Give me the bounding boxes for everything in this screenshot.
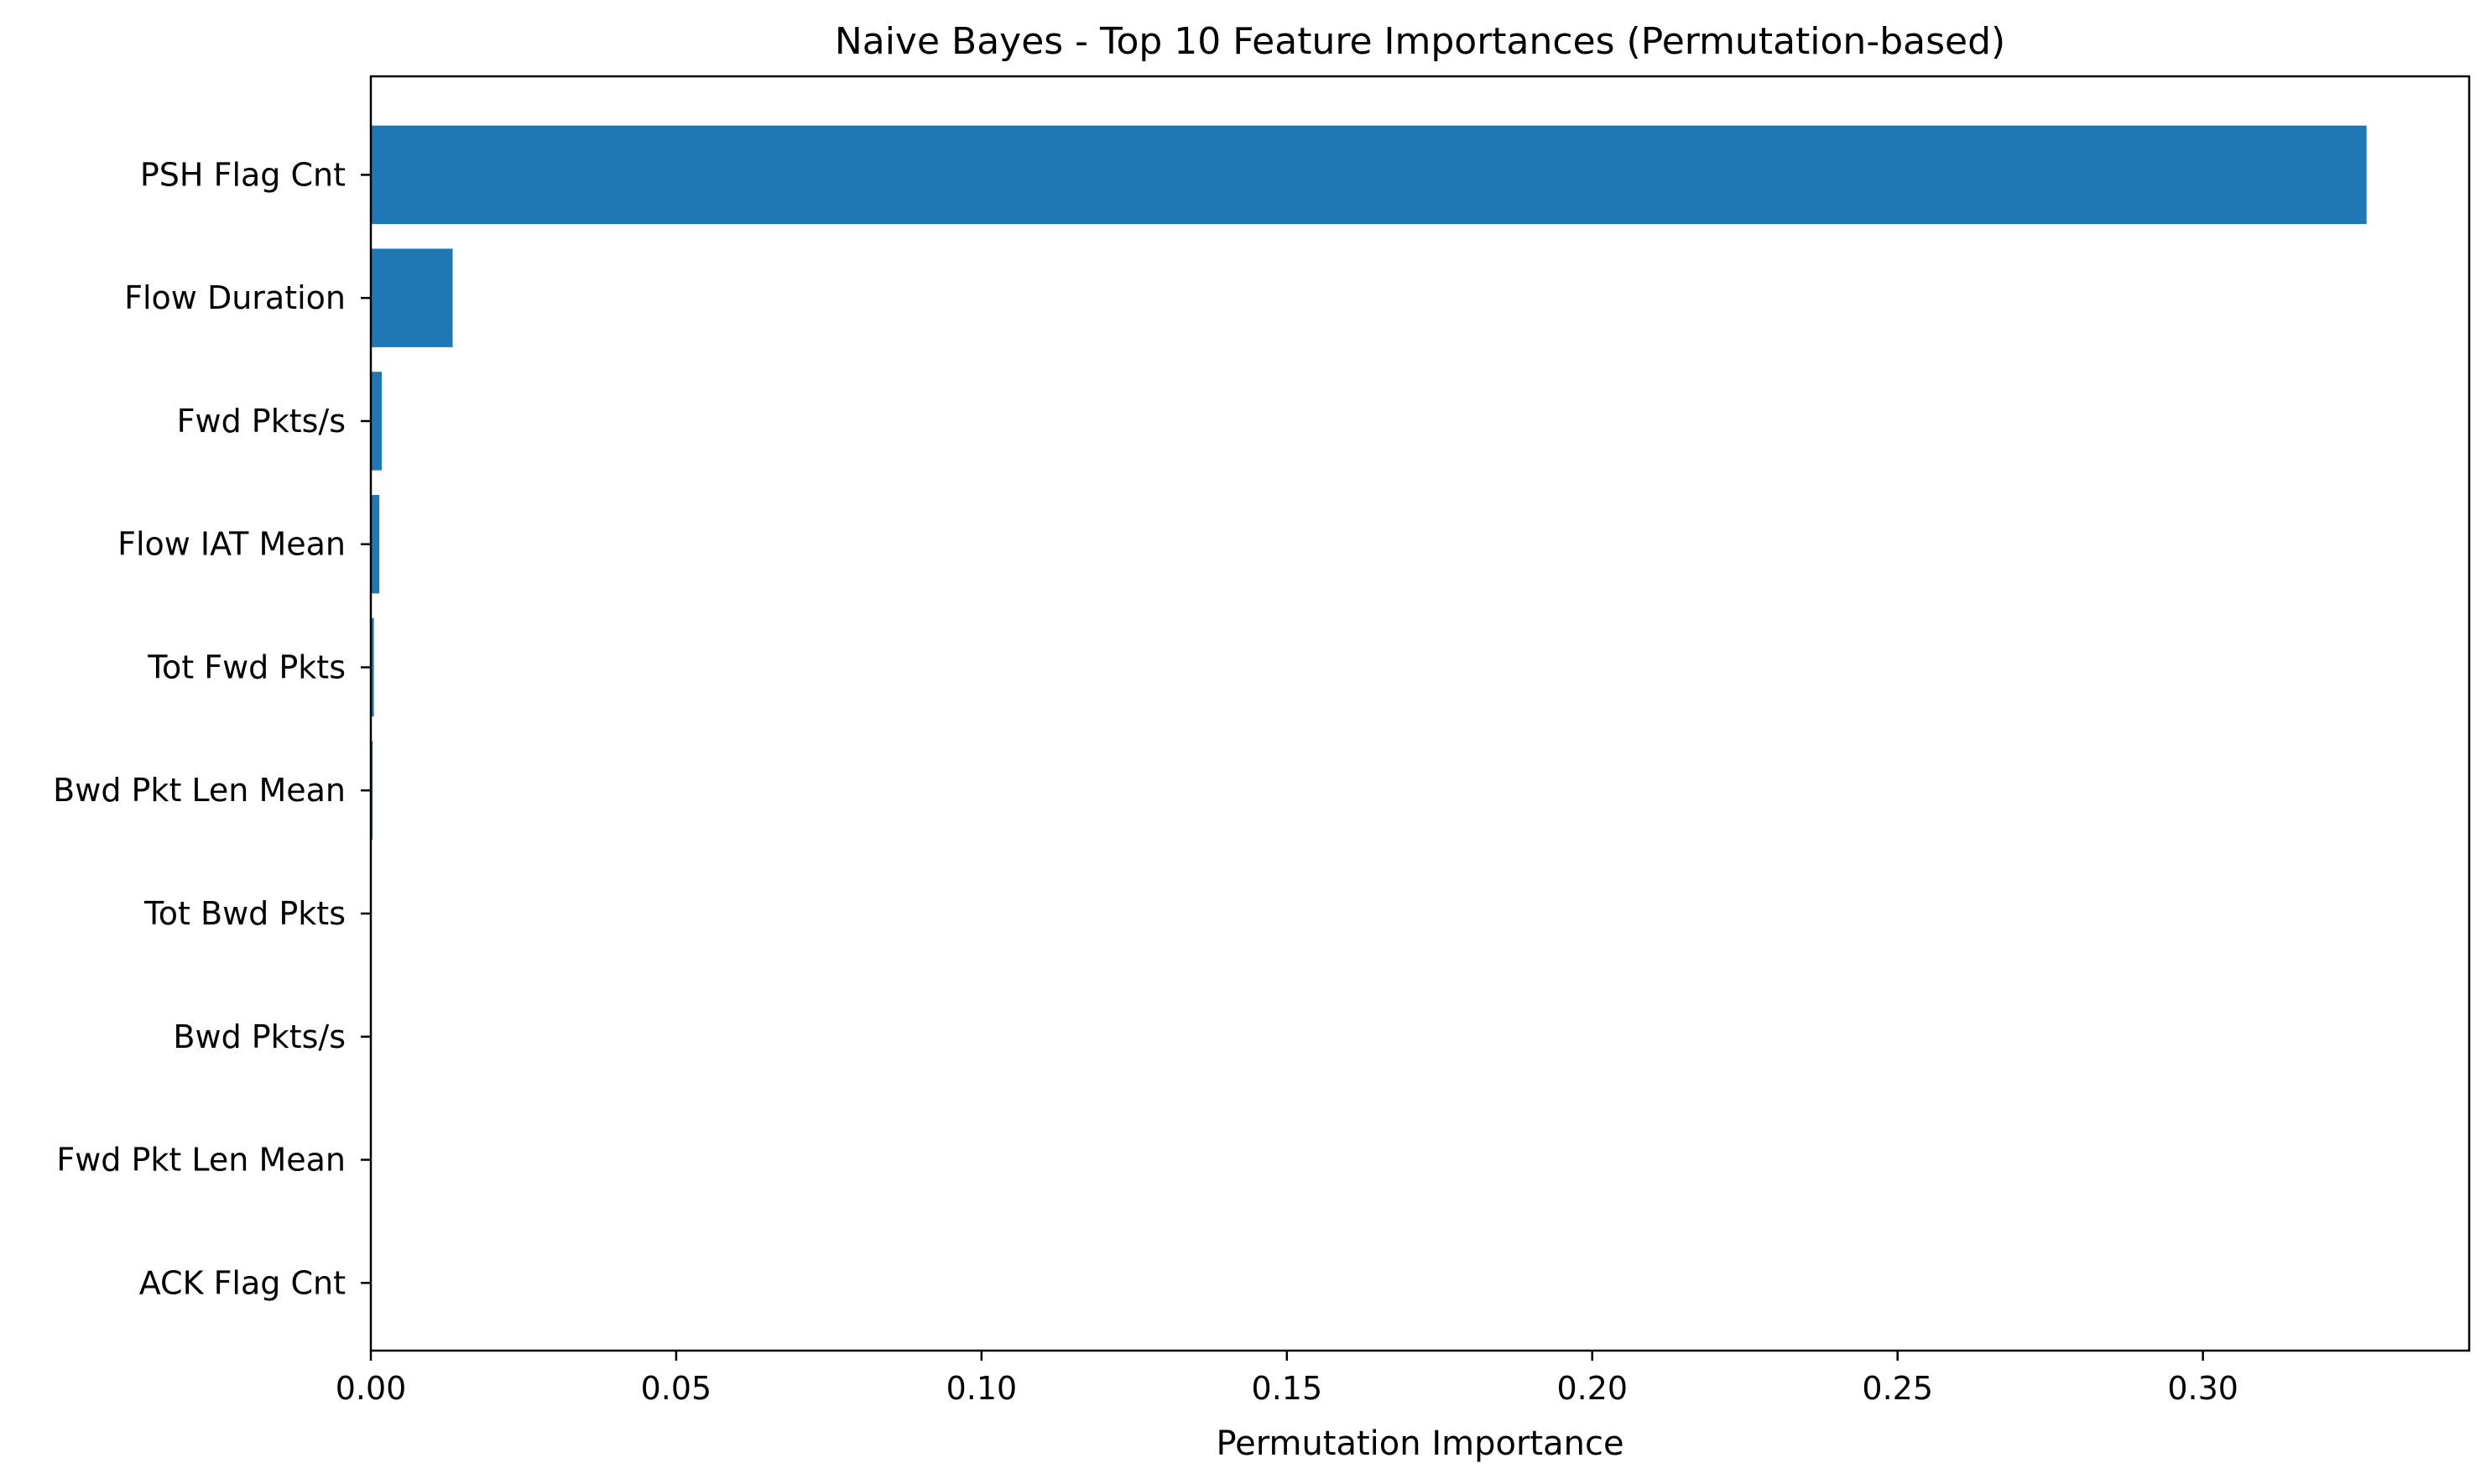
y-tick-label: Flow IAT Mean — [117, 526, 346, 563]
y-tick-label: Tot Bwd Pkts — [143, 895, 346, 932]
y-tick-label: Fwd Pkt Len Mean — [56, 1142, 346, 1179]
x-tick-label: 0.05 — [641, 1370, 712, 1407]
y-tick-label: PSH Flag Cnt — [140, 156, 346, 193]
x-axis: 0.00 0.05 0.10 0.15 0.20 0.25 0.30 — [336, 1351, 2238, 1407]
y-axis: PSH Flag Cnt Flow Duration Fwd Pkts/s Flow … — [53, 156, 371, 1301]
y-tick-label: Fwd Pkts/s — [177, 403, 346, 440]
y-tick-label: Bwd Pkt Len Mean — [53, 772, 346, 809]
y-tick-label: ACK Flag Cnt — [139, 1264, 346, 1301]
x-tick-label: 0.15 — [1252, 1370, 1323, 1407]
x-tick-label: 0.20 — [1556, 1370, 1628, 1407]
bar — [371, 372, 383, 471]
chart-title: Naive Bayes - Top 10 Feature Importances… — [835, 20, 2005, 63]
x-tick-label: 0.25 — [1862, 1370, 1933, 1407]
x-tick-label: 0.00 — [336, 1370, 407, 1407]
x-tick-label: 0.30 — [2167, 1370, 2238, 1407]
y-tick-label: Tot Fwd Pkts — [147, 648, 346, 685]
y-tick-label: Flow Duration — [124, 279, 346, 316]
x-axis-label: Permutation Importance — [1216, 1424, 1623, 1463]
bar — [371, 617, 374, 717]
x-tick-label: 0.10 — [946, 1370, 1018, 1407]
plot-frame — [369, 75, 2471, 1352]
bar — [371, 248, 453, 347]
bars-layer — [371, 125, 2367, 963]
bar — [371, 125, 2367, 225]
bar — [371, 494, 380, 594]
y-tick-label: Bwd Pkts/s — [173, 1018, 346, 1055]
